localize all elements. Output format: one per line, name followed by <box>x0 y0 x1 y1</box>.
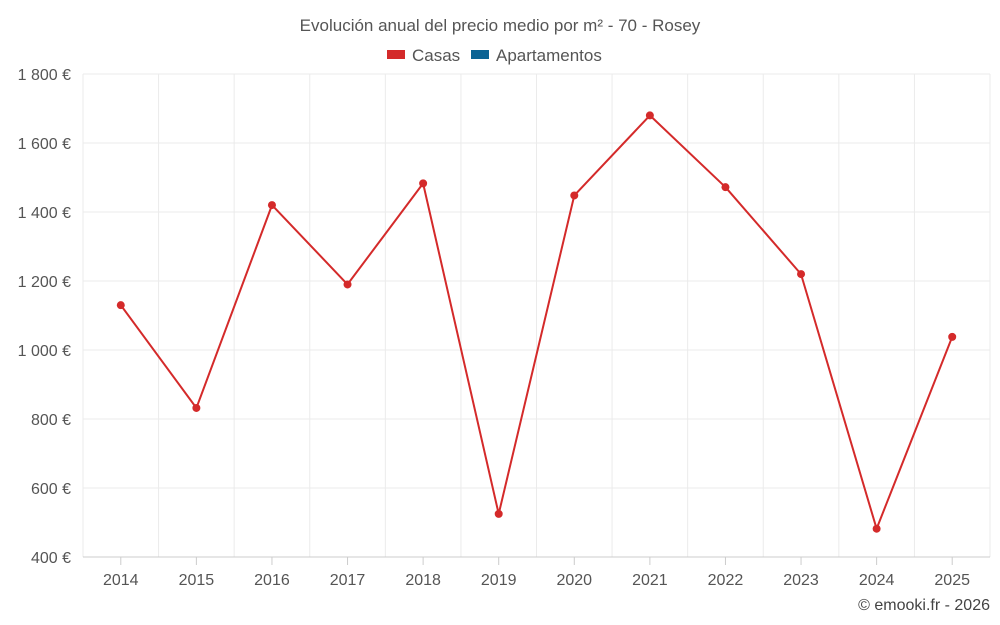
legend-item-apartamentos[interactable]: Apartamentos <box>471 46 602 65</box>
x-tick-label: 2019 <box>481 572 517 589</box>
data-point-casas[interactable] <box>645 111 654 120</box>
legend-swatch-casas <box>387 50 405 59</box>
data-point-casas[interactable] <box>797 270 806 279</box>
x-tick-label: 2015 <box>179 572 215 589</box>
x-tick-label: 2025 <box>934 572 970 589</box>
x-gridlines <box>82 74 991 557</box>
series-line-casas <box>119 114 954 530</box>
data-point-casas[interactable] <box>192 403 201 412</box>
legend-item-casas[interactable]: Casas <box>387 46 460 65</box>
credit-text: © emooki.fr - 2026 <box>858 597 990 614</box>
data-point-casas[interactable] <box>419 179 428 188</box>
y-tick-label: 600 € <box>31 481 71 498</box>
data-point-casas[interactable] <box>267 201 276 210</box>
y-tick-label: 1 400 € <box>18 205 71 222</box>
x-tick-label: 2023 <box>783 572 819 589</box>
y-tick-label: 400 € <box>31 550 71 567</box>
x-tick-label: 2018 <box>405 572 441 589</box>
x-tick-labels: 2014 2015 2016 2017 2018 2019 2020 2021 2022 2023… <box>103 557 970 589</box>
legend: Casas Apartamentos <box>387 46 602 65</box>
legend-swatch-apartamentos <box>471 50 489 59</box>
y-tick-label: 1 600 € <box>18 136 71 153</box>
data-point-casas[interactable] <box>570 191 579 200</box>
x-tick-label: 2022 <box>708 572 744 589</box>
x-tick-label: 2021 <box>632 572 668 589</box>
x-tick-label: 2016 <box>254 572 290 589</box>
x-tick-label: 2024 <box>859 572 895 589</box>
data-point-casas[interactable] <box>948 332 957 341</box>
data-point-casas[interactable] <box>116 301 125 310</box>
series-layer <box>116 111 957 533</box>
y-tick-labels: 400 € 600 € 800 € 1 000 € 1 200 € 1 400 € 1 60… <box>18 67 71 567</box>
x-tick-label: 2020 <box>556 572 592 589</box>
data-point-casas[interactable] <box>872 524 881 533</box>
y-tick-label: 1 200 € <box>18 274 71 291</box>
y-tick-label: 800 € <box>31 412 71 429</box>
chart-title: Evolución anual del precio medio por m² … <box>300 16 701 35</box>
legend-label-apartamentos: Apartamentos <box>496 46 602 65</box>
data-point-casas[interactable] <box>343 280 352 289</box>
data-point-casas[interactable] <box>721 183 730 192</box>
data-point-casas[interactable] <box>494 509 503 518</box>
legend-label-casas: Casas <box>412 46 460 65</box>
y-tick-label: 1 800 € <box>18 67 71 84</box>
x-tick-label: 2017 <box>330 572 366 589</box>
y-tick-label: 1 000 € <box>18 343 71 360</box>
x-tick-label: 2014 <box>103 572 139 589</box>
